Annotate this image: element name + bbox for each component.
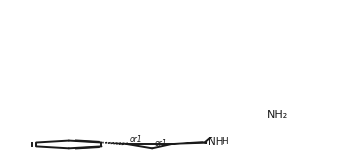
Text: NH: NH: [208, 137, 223, 147]
Text: H: H: [222, 137, 228, 146]
Text: or1: or1: [155, 139, 168, 148]
Polygon shape: [172, 142, 207, 144]
Text: NH₂: NH₂: [267, 110, 289, 120]
Text: or1: or1: [129, 135, 142, 144]
